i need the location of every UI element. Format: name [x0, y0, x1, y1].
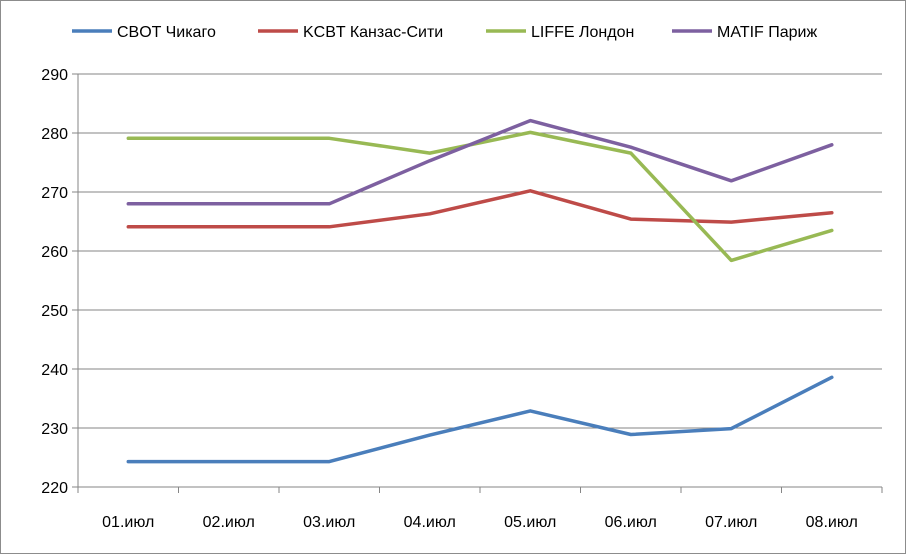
x-tick-label: 03.июл: [303, 514, 355, 531]
x-tick-label: 04.июл: [404, 514, 456, 531]
legend-label: CBOT Чикаго: [117, 24, 216, 41]
y-tick-label: 240: [41, 362, 68, 379]
axes: [77, 74, 882, 488]
x-tick-label: 08.июл: [806, 514, 858, 531]
y-tick-label: 250: [41, 303, 68, 320]
x-tick-label: 02.июл: [203, 514, 255, 531]
x-tick-label: 05.июл: [504, 514, 556, 531]
series-line-4: [126, 118, 834, 206]
y-tick-label: 270: [41, 185, 68, 202]
series-line-1: [126, 375, 834, 464]
legend-label: KCBT Канзас-Сити: [303, 24, 443, 41]
x-tick-label: 07.июл: [705, 514, 757, 531]
y-axis-ticks: 220 230 240 250 260 270 280 290: [41, 67, 68, 497]
y-tick-label: 290: [41, 67, 68, 84]
y-tick-label: 220: [41, 480, 68, 497]
y-tick-label: 280: [41, 126, 68, 143]
x-axis-ticks: 01.июл 02.июл 03.июл 04.июл 05.июл 06.июл 07.и…: [77, 487, 883, 531]
y-tick-label: 230: [41, 421, 68, 438]
y-tick-label: 260: [41, 244, 68, 261]
series-line-2: [126, 189, 834, 229]
legend-label: LIFFE Лондон: [531, 24, 634, 41]
legend: CBOT Чикаго KCBT Канзас-Сити LIFFE Лондон M…: [72, 24, 817, 41]
x-tick-label: 01.июл: [102, 514, 154, 531]
gridlines: [72, 73, 882, 488]
x-tick-label: 06.июл: [605, 514, 657, 531]
legend-label: MATIF Париж: [717, 24, 817, 41]
series-line-3: [126, 130, 834, 263]
series-layer: [126, 118, 834, 464]
